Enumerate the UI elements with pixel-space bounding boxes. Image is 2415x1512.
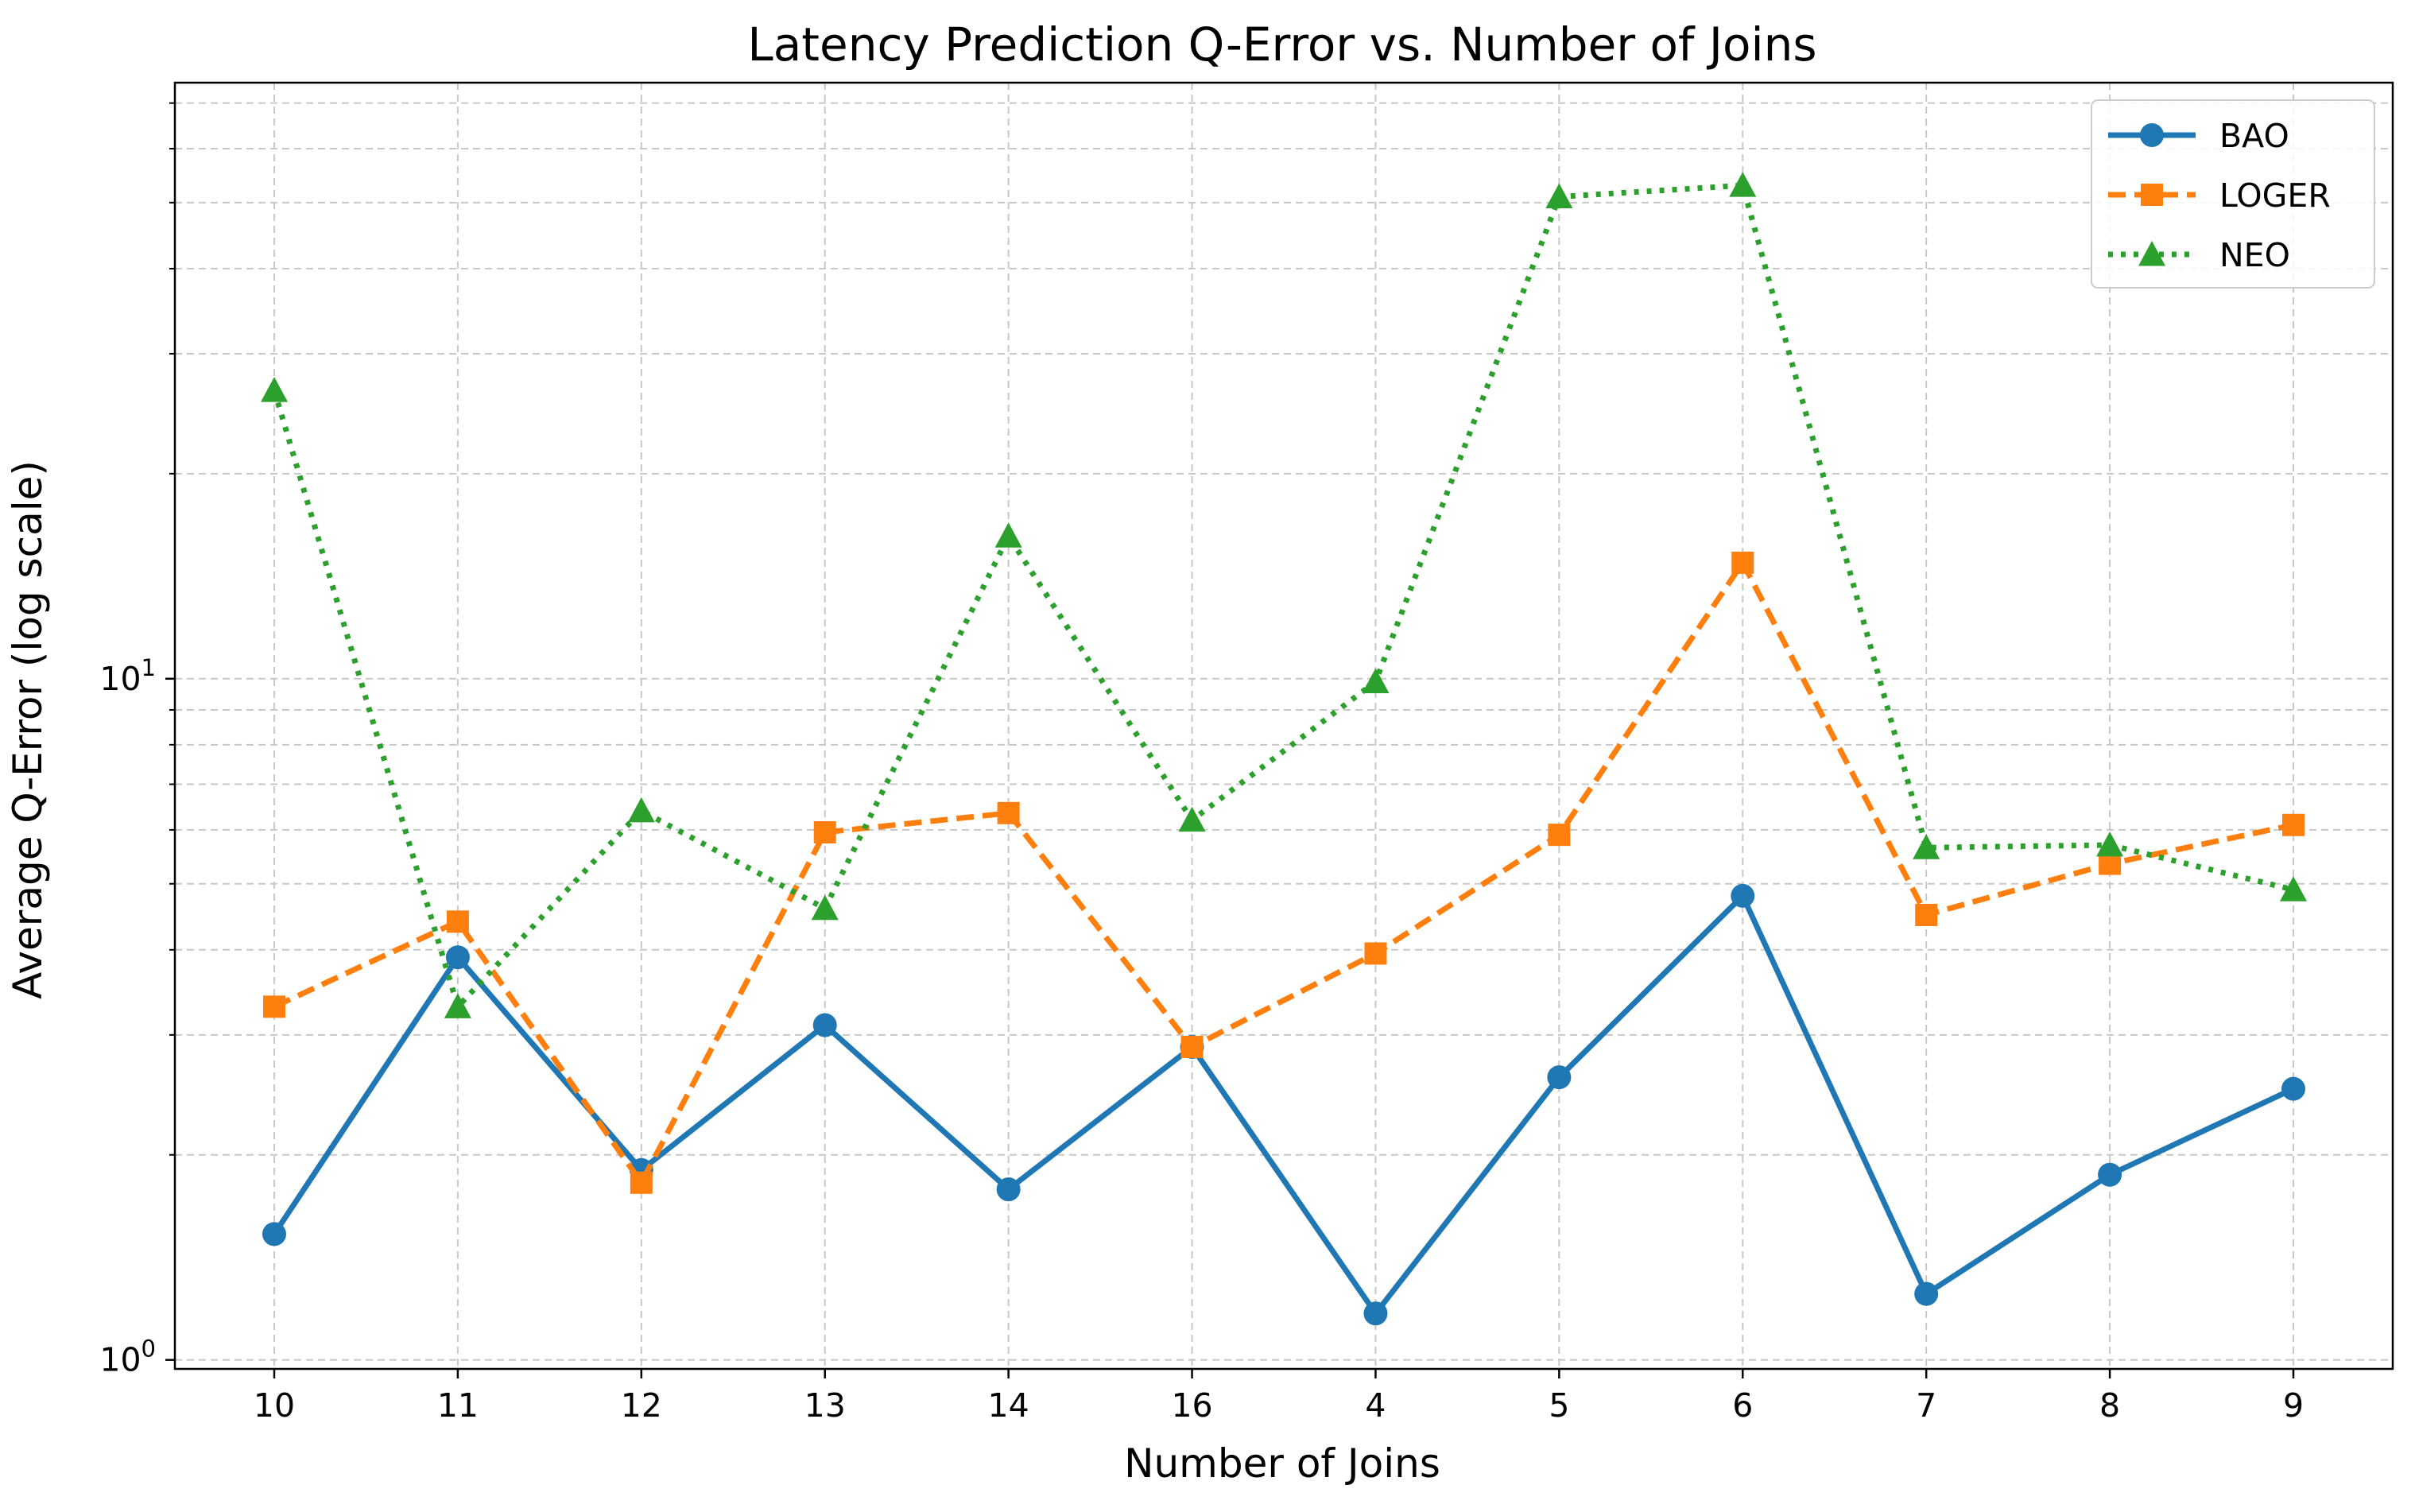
series-neo	[261, 172, 2307, 1018]
y-axis-label: Average Q-Error (log scale)	[5, 460, 51, 999]
x-tick-label: 9	[2283, 1386, 2304, 1425]
legend: BAO LOGER NEO	[2091, 99, 2375, 289]
data-point-neo	[1178, 806, 1206, 832]
x-tick-label: 13	[804, 1386, 846, 1425]
data-point-loger	[2282, 813, 2305, 836]
legend-label-neo: NEO	[2219, 236, 2290, 274]
data-point-neo	[1913, 834, 1940, 859]
legend-label-bao: BAO	[2219, 117, 2289, 155]
legend-marker-bao	[2140, 123, 2164, 147]
data-point-loger	[997, 801, 1020, 824]
data-point-loger	[1364, 942, 1387, 965]
plot-area-frame	[173, 81, 2394, 1370]
series-line-loger	[273, 560, 2294, 1186]
data-point-loger	[630, 1171, 653, 1194]
data-point-loger	[263, 995, 285, 1018]
data-point-loger	[1548, 824, 1571, 847]
data-point-bao	[1363, 1301, 1388, 1326]
series-loger	[263, 551, 2305, 1194]
x-tick-label: 10	[254, 1386, 295, 1425]
data-point-neo	[627, 797, 655, 823]
x-tick-label: 4	[1365, 1386, 1386, 1425]
legend-marker-loger	[2141, 184, 2163, 206]
x-axis-label: Number of Joins	[1124, 1440, 1440, 1487]
data-point-bao	[1731, 883, 1755, 908]
x-tick-label: 14	[988, 1386, 1029, 1425]
grid-lines	[175, 83, 2393, 1369]
data-point-loger	[813, 821, 836, 844]
data-point-bao	[1914, 1281, 1939, 1306]
y-tick-label: 101	[99, 654, 156, 698]
data-point-bao	[262, 1222, 286, 1246]
data-point-bao	[1547, 1065, 1572, 1090]
data-point-bao	[445, 945, 470, 970]
x-tick-label: 7	[1916, 1386, 1936, 1425]
x-tick-label: 8	[2099, 1386, 2120, 1425]
legend-box	[2091, 99, 2375, 289]
legend-label-loger: LOGER	[2219, 176, 2331, 215]
x-tick-label: 11	[437, 1386, 479, 1425]
data-point-neo	[2280, 876, 2307, 901]
legend-marker-neo	[2138, 241, 2165, 266]
series-line-neo	[271, 182, 2294, 1010]
data-point-neo	[2096, 831, 2124, 857]
data-point-bao	[2281, 1076, 2305, 1101]
data-point-neo	[994, 522, 1022, 548]
series-layer	[261, 172, 2307, 1326]
data-point-neo	[444, 993, 471, 1018]
axis-ticks: 10 11 12 13 14 16 4 5 6 7 8 9 100 101	[99, 102, 2304, 1425]
x-tick-label: 16	[1171, 1386, 1212, 1425]
data-point-loger	[1731, 551, 1754, 574]
x-tick-label: 5	[1549, 1386, 1569, 1425]
chart-title: Latency Prediction Q-Error vs. Number of…	[747, 17, 1816, 72]
data-point-loger	[1180, 1036, 1204, 1059]
data-point-loger	[446, 910, 469, 933]
data-point-neo	[1545, 183, 1573, 208]
data-point-neo	[1729, 172, 1757, 197]
y-tick-label: 100	[99, 1336, 156, 1379]
data-point-neo	[1362, 668, 1390, 693]
x-tick-label: 12	[621, 1386, 662, 1425]
x-tick-label: 6	[1732, 1386, 1753, 1425]
data-point-bao	[812, 1013, 837, 1037]
data-point-bao	[2098, 1162, 2122, 1187]
data-point-loger	[1915, 903, 1938, 926]
series-line-bao	[272, 893, 2295, 1316]
data-point-bao	[996, 1177, 1021, 1202]
data-point-neo	[261, 377, 288, 402]
data-point-neo	[811, 894, 839, 921]
